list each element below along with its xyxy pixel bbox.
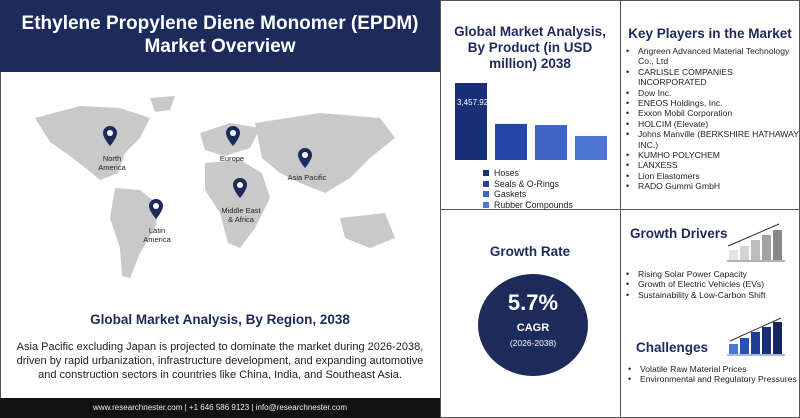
growth-drivers-list: Rising Solar Power Capacity Growth of El… xyxy=(622,269,766,301)
bar-rubber-compounds xyxy=(575,135,607,160)
list-item: Rising Solar Power Capacity xyxy=(622,269,766,280)
map-pin-icon xyxy=(233,178,247,203)
cagr-period: (2026-2038) xyxy=(509,338,557,348)
pin-label: North America xyxy=(98,154,126,172)
legend-item: Seals & O-Rings xyxy=(483,179,573,190)
legend-label: Rubber Compounds xyxy=(494,199,573,210)
list-item: LANXESS xyxy=(622,160,800,171)
list-item: Dow Inc. xyxy=(622,88,800,99)
divider xyxy=(440,209,800,210)
list-item: Sustainability & Low-Carbon Shift xyxy=(622,290,766,301)
bar-seals-o-rings xyxy=(495,123,527,160)
growth-drivers-title: Growth Drivers xyxy=(630,226,728,241)
list-item: Volatile Raw Material Prices xyxy=(624,364,800,375)
legend-swatch xyxy=(483,180,489,187)
legend-label: Gaskets xyxy=(494,189,527,199)
list-item: HOLCIM (Elevate) xyxy=(622,119,800,130)
list-item: Exxon Mobil Corporation xyxy=(622,108,800,119)
challenges-list: Volatile Raw Material Prices Environment… xyxy=(624,364,800,385)
legend-label: Hoses xyxy=(494,168,519,178)
region-description: Asia Pacific excluding Japan is projecte… xyxy=(16,341,424,381)
pin-label: Asia Pacific xyxy=(287,173,327,182)
legend-swatch xyxy=(483,201,489,208)
list-item: ENEOS Holdings, Inc. xyxy=(622,98,800,109)
list-item: Lion Elastomers xyxy=(622,171,800,182)
key-players-title: Key Players in the Market xyxy=(628,26,792,41)
cagr-value: 5.7% xyxy=(507,290,559,315)
growth-rate-title: Growth Rate xyxy=(489,244,571,259)
map-pin-icon xyxy=(149,199,163,224)
list-item: Growth of Electric Vehicles (EVs) xyxy=(622,279,766,290)
list-item: RADO Gummi GmbH xyxy=(622,181,800,192)
region-title: Global Market Analysis, By Region, 2038 xyxy=(90,312,350,327)
pin-label: Europe xyxy=(219,154,245,163)
cagr-label: CAGR xyxy=(516,322,550,334)
falling-arrow-bars-icon xyxy=(727,317,785,356)
key-players-list: Angreen Advanced Material Technology Co.… xyxy=(622,46,800,192)
pin-label: Middle East & Africa xyxy=(221,206,261,224)
product-chart-title: Global Market Analysis, By Product (in U… xyxy=(454,24,606,71)
cagr-circle: 5.7% CAGR (2026-2038) xyxy=(478,274,588,376)
page-title: Ethylene Propylene Diene Monomer (EPDM) … xyxy=(0,0,440,72)
challenges-title: Challenges xyxy=(636,340,709,355)
world-map: North America Europe Asia Pacific Middle… xyxy=(0,78,440,306)
list-item: Environmental and Regulatory Pressures xyxy=(624,374,800,385)
list-item: Angreen Advanced Material Technology Co.… xyxy=(622,46,800,67)
map-pin-icon xyxy=(226,126,240,151)
list-item: KUMHO POLYCHEM xyxy=(622,150,800,161)
legend-swatch xyxy=(483,191,489,198)
bar-hoses xyxy=(455,83,487,160)
bar-data-label: 3,457.92 xyxy=(457,98,489,107)
list-item: Johns Manville (BERKSHIRE HATHAWAY INC.) xyxy=(622,129,800,150)
product-bar-chart: 3,457.92 xyxy=(455,83,607,160)
legend-item: Hoses xyxy=(483,168,573,179)
bar-gaskets xyxy=(535,125,567,160)
world-map-shapes xyxy=(35,96,395,278)
list-item: CARLISLE COMPANIES INCORPORATED xyxy=(622,67,800,88)
map-pin-icon xyxy=(103,126,117,151)
rising-bars-icon xyxy=(727,223,785,262)
map-pin-icon xyxy=(298,148,312,173)
pin-label: Latin America xyxy=(143,226,171,244)
divider xyxy=(440,0,800,1)
chart-legend: Hoses Seals & O-Rings Gaskets Rubber Com… xyxy=(483,168,573,210)
legend-item: Gaskets xyxy=(483,189,573,200)
footer-contact: www.researchnester.com | +1 646 586 9123… xyxy=(0,398,440,418)
legend-swatch xyxy=(483,170,489,177)
legend-label: Seals & O-Rings xyxy=(494,178,560,189)
legend-item: Rubber Compounds xyxy=(483,200,573,211)
